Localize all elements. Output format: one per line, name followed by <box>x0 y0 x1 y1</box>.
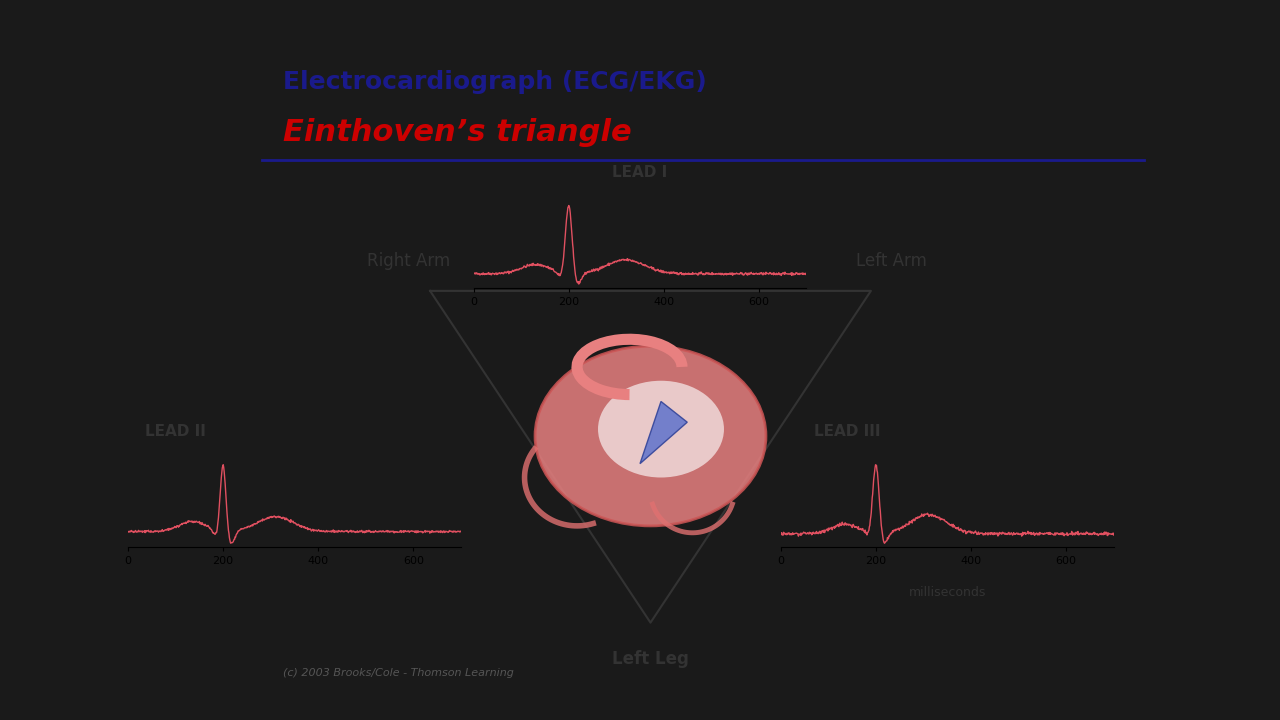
Ellipse shape <box>535 346 765 526</box>
Text: milliseconds: milliseconds <box>909 586 986 599</box>
Text: LEAD III: LEAD III <box>814 424 881 439</box>
Polygon shape <box>640 402 687 464</box>
Ellipse shape <box>598 381 724 477</box>
Text: LEAD I: LEAD I <box>612 165 668 180</box>
Text: LEAD II: LEAD II <box>145 424 206 439</box>
Text: Left Leg: Left Leg <box>612 650 689 668</box>
Text: Right Arm: Right Arm <box>367 252 451 270</box>
Text: Electrocardiograph (ECG/EKG): Electrocardiograph (ECG/EKG) <box>283 70 707 94</box>
Text: (c) 2003 Brooks/Cole - Thomson Learning: (c) 2003 Brooks/Cole - Thomson Learning <box>283 668 515 678</box>
Text: Left Arm: Left Arm <box>856 252 927 270</box>
Text: Einthoven’s triangle: Einthoven’s triangle <box>283 118 632 147</box>
